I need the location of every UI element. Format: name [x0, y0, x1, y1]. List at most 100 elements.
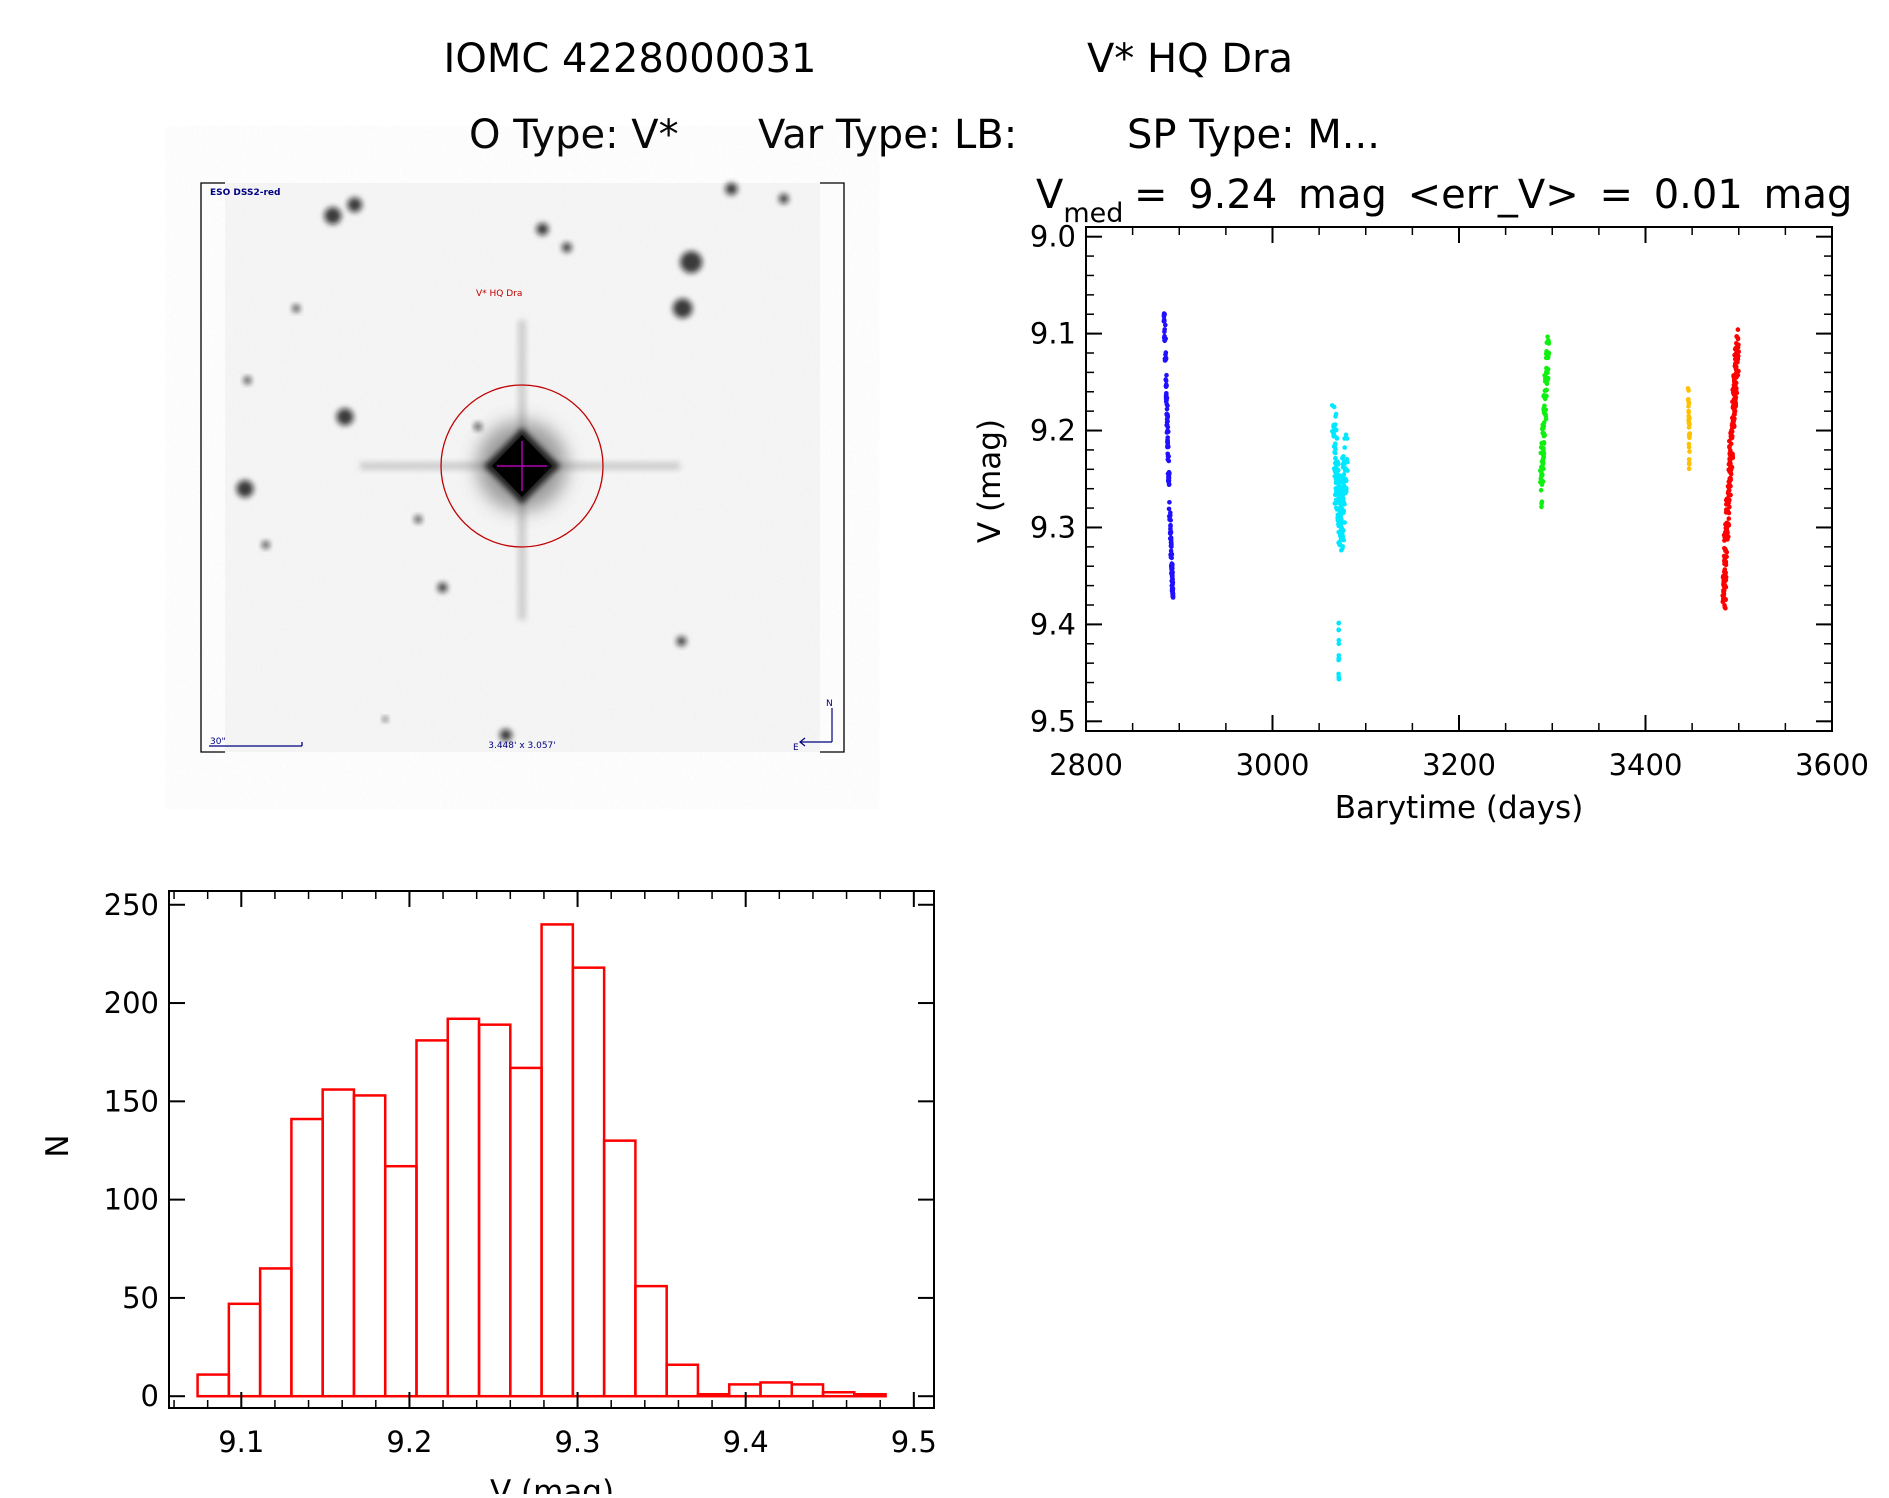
lc-axes: 2800 3000 3200 3400 3600 9.0 9.1 9.2 9.3 9.4 9.5 — [1030, 220, 1869, 782]
lc-point-season-2 — [1333, 414, 1338, 419]
finder-chart-image: V* HQ Dra ESO DSS2-red 30" 3.448' x 3.05… — [200, 182, 845, 753]
lc-point-season-2 — [1338, 505, 1343, 511]
compass-north-label: N — [826, 699, 833, 709]
lc-point-season-5 — [1724, 529, 1730, 535]
hist-y-tick-label: 150 — [104, 1084, 159, 1118]
hist-y-axis-label: N — [40, 1134, 76, 1157]
lc-point-season-5 — [1722, 604, 1728, 610]
hist-y-tick-label: 100 — [104, 1183, 159, 1217]
hist-y-tick-label: 200 — [104, 986, 159, 1020]
lc-point-season-1 — [1168, 522, 1173, 528]
lc-point-season-1 — [1162, 338, 1167, 343]
lc-point-season-1 — [1166, 475, 1172, 481]
star — [499, 728, 512, 742]
lc-point-season-3 — [1545, 367, 1551, 372]
lc-point-season-2 — [1333, 497, 1339, 503]
histogram-chart: 9.1 9.2 9.3 9.4 9.5 0 50 100 150 200 250 V (mag) N — [40, 888, 937, 1498]
lc-point-season-1 — [1168, 510, 1173, 515]
lc-point-season-5 — [1723, 559, 1728, 565]
lc-point-season-5 — [1731, 422, 1737, 428]
lc-point-season-3 — [1540, 460, 1546, 466]
lc-point-season-2 — [1333, 480, 1339, 486]
lc-point-season-5 — [1729, 430, 1734, 435]
lc-point-season-5 — [1730, 451, 1735, 457]
lc-point-season-2 — [1333, 456, 1338, 461]
star — [778, 193, 789, 204]
lc-point-season-4 — [1686, 441, 1692, 447]
lc-point-season-3 — [1543, 387, 1549, 393]
lc-point-season-2 — [1331, 404, 1337, 410]
lc-point-season-3 — [1545, 370, 1550, 376]
hist-x-tick-label: 9.4 — [723, 1425, 769, 1459]
lc-point-season-2 — [1340, 455, 1345, 461]
light-curve-chart: Vmed = 9.24 mag <err_V> = 0.01 mag 2800 3… — [972, 172, 1869, 826]
histogram-bar — [290, 1117, 324, 1398]
scale-bar-label: 30" — [210, 737, 226, 747]
lc-point-season-1 — [1169, 544, 1174, 549]
lc-point-season-2 — [1331, 444, 1337, 449]
lc-point-season-1 — [1170, 594, 1175, 599]
lc-point-season-1 — [1164, 396, 1169, 402]
lc-point-season-2-faint — [1336, 627, 1341, 632]
star — [672, 298, 693, 319]
hist-x-axis-label: V (mag) — [490, 1474, 614, 1494]
histogram-bar — [321, 1088, 356, 1398]
lc-point-season-5 — [1722, 567, 1728, 572]
lc-point-season-5 — [1729, 433, 1735, 439]
hist-frame — [168, 890, 935, 1409]
lc-point-season-1 — [1168, 526, 1173, 532]
lc-point-season-1 — [1162, 333, 1167, 339]
lc-y-tick-label: 9.4 — [1030, 607, 1076, 641]
object-id: IOMC 4228000031 — [444, 36, 817, 82]
lc-point-season-5 — [1733, 395, 1738, 401]
image-frame-right — [820, 182, 845, 753]
lc-point-season-3 — [1540, 424, 1546, 430]
histogram-bar — [477, 1023, 512, 1398]
lc-point-season-1 — [1167, 514, 1172, 520]
lc-point-season-5 — [1724, 507, 1729, 512]
lc-point-season-2 — [1336, 493, 1341, 498]
histogram-bar — [759, 1381, 794, 1398]
lc-point-season-3 — [1539, 504, 1544, 510]
lc-point-season-2 — [1333, 450, 1338, 456]
lc-point-season-4 — [1686, 445, 1692, 450]
histogram-bars — [196, 923, 887, 1398]
lc-point-season-1 — [1163, 322, 1168, 328]
star — [324, 207, 342, 225]
lc-point-season-3 — [1546, 339, 1551, 344]
lc-point-season-5 — [1726, 493, 1732, 498]
lc-point-season-4 — [1686, 457, 1692, 462]
lc-y-axis-label: V (mag) — [972, 419, 1008, 543]
lc-point-season-2 — [1333, 486, 1339, 491]
lc-point-season-5 — [1727, 488, 1732, 493]
star — [382, 716, 388, 722]
lc-point-season-2-faint — [1336, 637, 1342, 643]
star-field — [236, 182, 789, 742]
hist-y-tick-label: 0 — [141, 1379, 159, 1413]
histogram-bar — [571, 966, 606, 1398]
lc-point-season-4 — [1686, 421, 1692, 426]
lc-point-season-5 — [1723, 577, 1728, 583]
lc-y-tick-label: 9.2 — [1030, 414, 1076, 448]
lc-point-season-4 — [1687, 449, 1692, 454]
lc-point-season-1 — [1165, 451, 1170, 457]
lc-point-season-2 — [1337, 473, 1342, 478]
lc-point-season-5 — [1727, 504, 1732, 510]
lc-point-season-3 — [1539, 482, 1545, 487]
lc-point-season-5 — [1732, 352, 1737, 358]
lc-x-tick-label: 3000 — [1236, 748, 1310, 782]
lc-point-season-5 — [1721, 532, 1727, 538]
lc-point-season-1 — [1165, 428, 1170, 434]
star — [676, 636, 687, 647]
lc-point-season-1 — [1169, 578, 1175, 584]
hist-x-tick-label: 9.2 — [386, 1425, 432, 1459]
lc-point-season-2 — [1337, 542, 1342, 548]
lc-point-season-1 — [1166, 479, 1171, 485]
lc-point-season-5 — [1732, 356, 1738, 362]
lc-point-season-3 — [1545, 352, 1550, 358]
target-label: V* HQ Dra — [476, 289, 522, 299]
lc-title: = 9.24 mag <err_V> = 0.01 mag — [1134, 172, 1852, 218]
star — [437, 582, 448, 593]
lc-x-tick-label: 3200 — [1422, 748, 1496, 782]
hist-x-tick-label: 9.5 — [891, 1425, 937, 1459]
